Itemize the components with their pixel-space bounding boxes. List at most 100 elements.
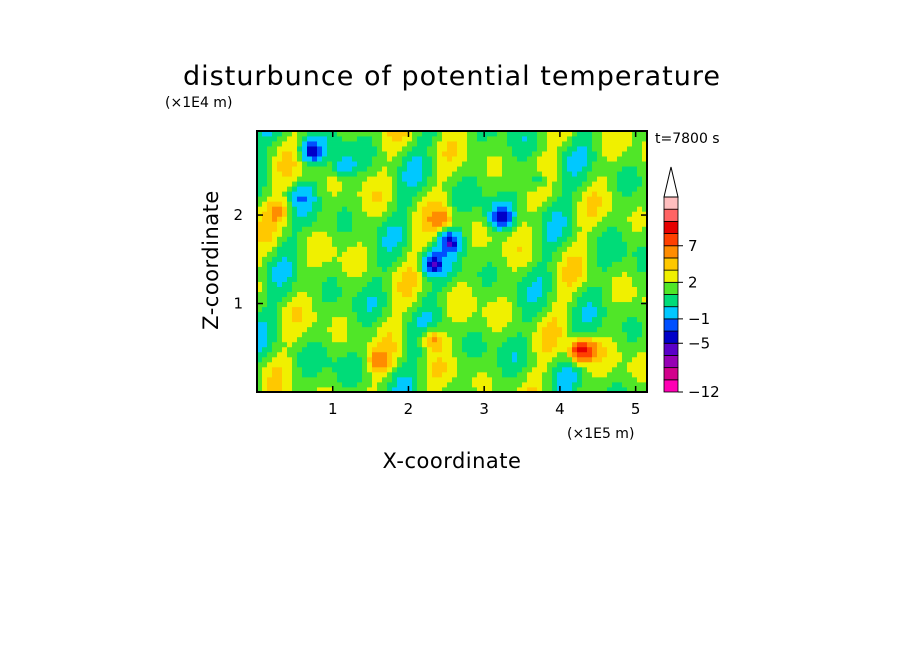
field-cell <box>267 261 273 267</box>
field-cell <box>617 206 623 212</box>
field-cell <box>567 131 573 137</box>
field-cell <box>642 386 648 393</box>
field-cell <box>472 341 478 348</box>
field-cell <box>332 286 338 293</box>
field-cell <box>352 326 358 333</box>
field-cell <box>572 336 578 343</box>
field-cell <box>402 376 408 383</box>
field-cell <box>497 266 503 272</box>
field-cell <box>277 236 283 242</box>
field-cell <box>347 176 353 182</box>
field-cell <box>432 341 438 348</box>
field-cell <box>337 156 343 162</box>
field-cell <box>597 271 603 277</box>
field-cell <box>437 381 443 388</box>
field-cell <box>307 306 313 313</box>
field-cell <box>317 131 323 137</box>
field-cell <box>632 151 638 157</box>
field-cell <box>422 371 428 378</box>
field-cell <box>322 366 328 373</box>
field-cell <box>602 181 608 187</box>
field-cell <box>627 371 633 378</box>
field-cell <box>502 256 508 262</box>
field-cell <box>467 266 473 272</box>
field-cell <box>597 346 603 353</box>
field-cell <box>277 296 283 303</box>
field-cell <box>307 166 313 172</box>
field-cell <box>292 286 298 293</box>
field-cell <box>322 306 328 313</box>
field-cell <box>517 191 523 197</box>
field-cell <box>592 206 598 212</box>
field-cell <box>442 131 448 137</box>
field-cell <box>407 156 413 162</box>
field-cell <box>282 386 288 393</box>
field-cell <box>352 381 358 388</box>
field-cell <box>487 221 493 227</box>
field-cell <box>607 196 613 202</box>
field-cell <box>507 191 513 197</box>
field-cell <box>462 271 468 277</box>
field-cell <box>507 351 513 358</box>
field-cell <box>432 146 438 152</box>
field-cell <box>267 221 273 227</box>
field-cell <box>412 351 418 358</box>
field-cell <box>612 236 618 242</box>
field-cell <box>377 191 383 197</box>
field-cell <box>432 311 438 318</box>
field-cell <box>532 341 538 348</box>
field-cell <box>287 191 293 197</box>
field-cell <box>542 136 548 142</box>
field-cell <box>542 201 548 207</box>
field-cell <box>337 341 343 348</box>
field-cell <box>497 361 503 368</box>
field-cell <box>297 216 303 222</box>
field-cell <box>472 256 478 262</box>
field-cell <box>542 246 548 252</box>
field-cell <box>312 386 318 393</box>
field-cell <box>397 201 403 207</box>
field-cell <box>507 136 513 142</box>
field-cell <box>377 301 383 308</box>
field-cell <box>512 141 518 147</box>
field-cell <box>582 131 588 137</box>
field-cell <box>587 251 593 257</box>
field-cell <box>367 196 373 202</box>
field-cell <box>322 206 328 212</box>
field-cell <box>327 141 333 147</box>
field-cell <box>622 276 628 282</box>
field-cell <box>587 271 593 277</box>
field-cell <box>382 131 388 137</box>
field-cell <box>577 141 583 147</box>
field-cell <box>347 226 353 232</box>
field-cell <box>527 281 533 287</box>
field-cell <box>352 131 358 137</box>
field-cell <box>547 376 553 383</box>
field-cell <box>642 181 648 187</box>
field-cell <box>592 146 598 152</box>
field-cell <box>537 336 543 343</box>
field-cell <box>602 196 608 202</box>
field-cell <box>297 316 303 323</box>
field-cell <box>267 311 273 318</box>
field-cell <box>567 256 573 262</box>
field-cell <box>332 351 338 358</box>
field-cell <box>622 361 628 368</box>
field-cell <box>372 136 378 142</box>
field-cell <box>332 166 338 172</box>
field-cell <box>377 266 383 272</box>
field-cell <box>627 201 633 207</box>
field-cell <box>442 246 448 252</box>
field-cell <box>502 386 508 393</box>
field-cell <box>417 381 423 388</box>
field-cell <box>512 366 518 373</box>
field-cell <box>367 311 373 318</box>
field-cell <box>557 321 563 328</box>
field-cell <box>577 301 583 308</box>
field-cell <box>422 291 428 298</box>
field-cell <box>587 351 593 358</box>
field-cell <box>267 316 273 323</box>
field-cell <box>642 191 648 197</box>
field-cell <box>442 316 448 323</box>
field-cell <box>317 141 323 147</box>
